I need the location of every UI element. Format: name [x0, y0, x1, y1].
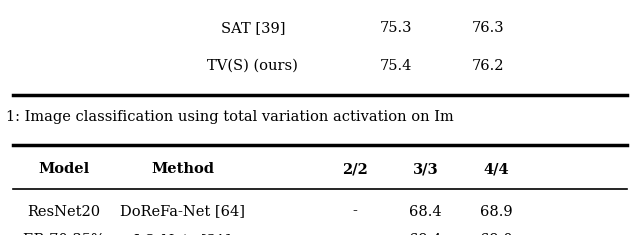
Text: 68.9: 68.9	[480, 204, 512, 219]
Text: ResNet20: ResNet20	[28, 204, 100, 219]
Text: 69.4: 69.4	[410, 233, 442, 235]
Text: 2/2: 2/2	[342, 162, 368, 176]
Text: LQ-Nets [31]: LQ-Nets [31]	[134, 233, 231, 235]
Text: 3/3: 3/3	[413, 162, 438, 176]
Text: DoReFa-Net [64]: DoReFa-Net [64]	[120, 204, 245, 219]
Text: -: -	[353, 204, 358, 219]
Text: SAT [39]: SAT [39]	[221, 21, 285, 35]
Text: Method: Method	[151, 162, 214, 176]
Text: 76.3: 76.3	[472, 21, 504, 35]
Text: 75.3: 75.3	[380, 21, 412, 35]
Text: 75.4: 75.4	[380, 59, 412, 73]
Text: 69.0: 69.0	[480, 233, 512, 235]
Text: TV(S) (ours): TV(S) (ours)	[207, 59, 298, 73]
Text: ER 70.35%: ER 70.35%	[23, 233, 105, 235]
Text: 1: Image classification using total variation activation on Im: 1: Image classification using total vari…	[6, 110, 454, 125]
Text: 76.2: 76.2	[472, 59, 504, 73]
Text: Model: Model	[38, 162, 90, 176]
Text: 4/4: 4/4	[483, 162, 509, 176]
Text: 68.4: 68.4	[410, 204, 442, 219]
